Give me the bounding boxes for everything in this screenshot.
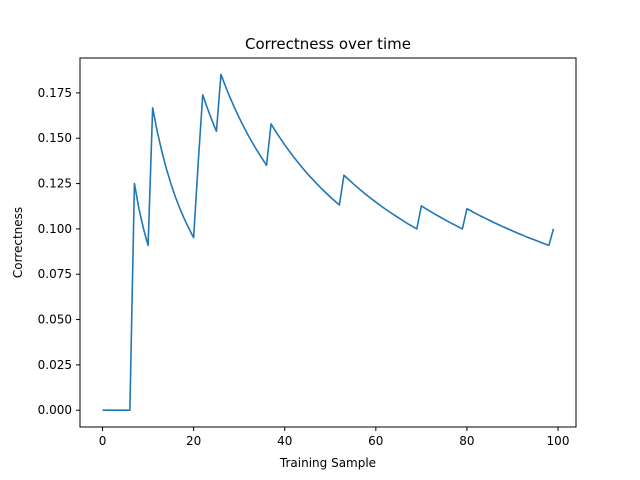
y-tick-label: 0.100 <box>38 222 72 236</box>
x-axis: 0 20 40 60 80 100 <box>99 427 570 448</box>
y-tick-label: 0.025 <box>38 358 72 372</box>
y-tick-label: 0.075 <box>38 267 72 281</box>
y-axis-label: Correctness <box>11 207 25 278</box>
x-tick-label: 20 <box>186 434 201 448</box>
plot-frame <box>79 57 577 428</box>
y-axis: 0.000 0.025 0.050 0.075 0.100 0.125 0.150 0.175 <box>38 86 80 417</box>
x-tick-label: 40 <box>277 434 292 448</box>
x-tick-label: 100 <box>547 434 570 448</box>
y-tick-label: 0.175 <box>38 86 72 100</box>
y-tick-label: 0.125 <box>38 177 72 191</box>
chart-title: Correctness over time <box>245 35 411 53</box>
y-tick-label: 0.000 <box>38 403 72 417</box>
series-line-correctness <box>102 73 555 412</box>
y-tick-label: 0.150 <box>38 131 72 145</box>
x-tick-label: 0 <box>99 434 107 448</box>
x-tick-label: 60 <box>368 434 383 448</box>
x-tick-label: 80 <box>459 434 474 448</box>
x-axis-label: Training Sample <box>279 456 376 470</box>
y-tick-label: 0.050 <box>38 313 72 327</box>
